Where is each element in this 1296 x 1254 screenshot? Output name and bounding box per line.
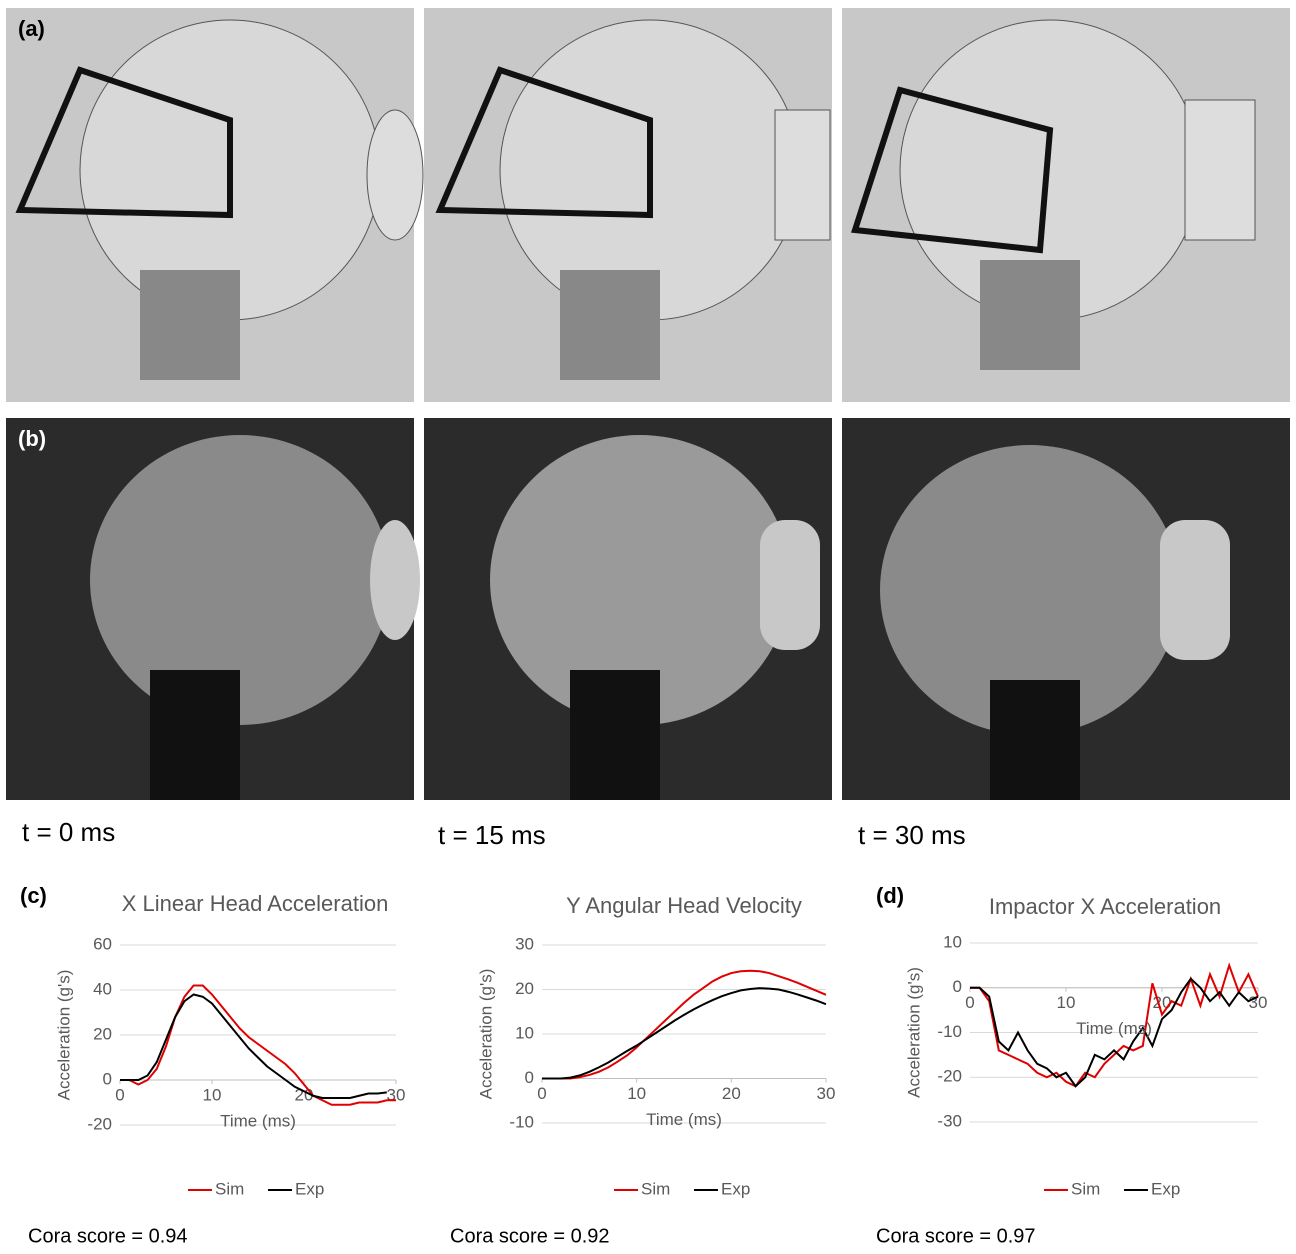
legend-label: Sim — [1071, 1179, 1100, 1198]
impactor — [1160, 520, 1230, 660]
x-tick-label: 30 — [817, 1084, 836, 1103]
series-line — [120, 986, 396, 1105]
x-tick-label: 10 — [203, 1085, 222, 1104]
impactor — [1185, 100, 1255, 240]
y-tick-label: 10 — [943, 932, 962, 951]
y-tick-label: -20 — [87, 1114, 112, 1133]
series-line — [542, 971, 826, 1079]
y-tick-label: 0 — [103, 1069, 112, 1088]
impactor — [367, 110, 423, 240]
impactor — [370, 520, 420, 640]
x-tick-label: 30 — [387, 1085, 406, 1104]
legend-label: Exp — [295, 1179, 324, 1198]
y-tick-label: 20 — [93, 1024, 112, 1043]
x-tick-label: 0 — [115, 1085, 124, 1104]
legend-label: Sim — [215, 1179, 244, 1198]
x-axis-label: Time (ms) — [646, 1110, 722, 1129]
legend-label: Sim — [641, 1179, 670, 1198]
legend-label: Exp — [1151, 1179, 1180, 1198]
y-tick-label: 40 — [93, 979, 112, 998]
y-tick-label: -30 — [937, 1111, 962, 1130]
chart-title: Impactor X Acceleration — [989, 894, 1221, 919]
panel-label: (c) — [20, 883, 47, 908]
y-axis-label: Acceleration (g's) — [904, 967, 923, 1098]
impactor — [760, 520, 820, 650]
time-label: t = 0 ms — [22, 817, 115, 847]
figure: (a) (b) (c) (d) t = 0 ms t = 15 ms t = 3… — [0, 0, 1296, 1249]
time-label: t = 30 ms — [858, 820, 966, 850]
neck — [140, 270, 240, 380]
neck — [990, 680, 1080, 800]
series-line — [120, 995, 387, 1099]
cora-score: Cora score = 0.92 — [450, 1225, 610, 1247]
experiment-images — [6, 418, 1290, 800]
time-label: t = 15 ms — [438, 820, 546, 850]
y-tick-label: 60 — [93, 934, 112, 953]
x-tick-label: 10 — [1057, 993, 1076, 1012]
simulation-images — [6, 8, 1290, 402]
panel-label: (d) — [876, 883, 904, 908]
panel-label: (a) — [18, 16, 45, 41]
y-axis-label: Acceleration (g's) — [54, 970, 73, 1101]
y-axis-label: Acceleration (g's) — [476, 969, 495, 1100]
x-tick-label: 20 — [722, 1084, 741, 1103]
legend-label: Exp — [721, 1179, 750, 1198]
y-tick-label: -10 — [509, 1112, 534, 1131]
x-tick-label: 10 — [627, 1084, 646, 1103]
x-tick-label: 0 — [965, 993, 974, 1012]
y-tick-label: 0 — [953, 977, 962, 996]
cora-score: Cora score = 0.97 — [876, 1225, 1036, 1247]
y-tick-label: 0 — [525, 1068, 534, 1087]
neck — [150, 670, 240, 800]
y-tick-label: 20 — [515, 979, 534, 998]
y-tick-label: 30 — [515, 934, 534, 953]
neck — [570, 670, 660, 800]
chart-title: X Linear Head Acceleration — [122, 891, 389, 916]
y-tick-label: 10 — [515, 1023, 534, 1042]
chart-title: Y Angular Head Velocity — [566, 893, 802, 918]
impactor — [775, 110, 830, 240]
neck — [980, 260, 1080, 370]
x-axis-label: Time (ms) — [1076, 1019, 1152, 1038]
cora-score: Cora score = 0.94 — [28, 1225, 188, 1247]
x-tick-label: 0 — [537, 1084, 546, 1103]
y-tick-label: -20 — [937, 1067, 962, 1086]
y-tick-label: -10 — [937, 1022, 962, 1041]
neck — [560, 270, 660, 380]
x-axis-label: Time (ms) — [220, 1111, 296, 1130]
panel-label: (b) — [18, 426, 46, 451]
